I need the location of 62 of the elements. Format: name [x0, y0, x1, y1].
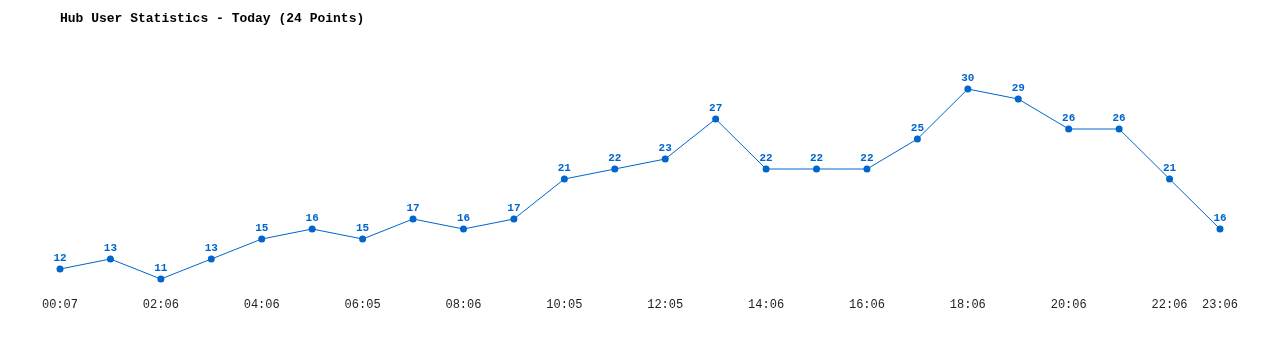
- point: [712, 115, 720, 123]
- point: [611, 165, 619, 173]
- point: [409, 215, 417, 223]
- point: [913, 135, 921, 143]
- data-label: 26: [1112, 112, 1126, 124]
- x-tick-label: 04:06: [243, 297, 280, 312]
- data-label: 16: [305, 212, 319, 224]
- point: [863, 165, 871, 173]
- point: [1216, 225, 1224, 233]
- point: [813, 165, 821, 173]
- point: [510, 215, 518, 223]
- x-tick-label: 22:06: [1151, 297, 1188, 312]
- data-label: 22: [608, 152, 622, 164]
- data-label: 12: [53, 252, 67, 264]
- x-tick-label: 23:06: [1201, 297, 1239, 312]
- data-label: 17: [406, 202, 420, 214]
- point: [762, 165, 770, 173]
- point: [258, 235, 266, 243]
- point: [1065, 125, 1073, 133]
- x-tick-label: 06:05: [344, 297, 381, 312]
- x-tick-label: 14:06: [748, 297, 785, 312]
- point: [359, 235, 367, 243]
- x-tick-label: 00:07: [41, 297, 79, 312]
- data-label: 16: [1213, 212, 1227, 224]
- x-tick-label: 02:06: [142, 297, 179, 312]
- data-label: 16: [456, 212, 471, 224]
- data-label: 25: [910, 122, 925, 134]
- point: [459, 225, 467, 233]
- data-label: 13: [103, 242, 118, 254]
- data-label: 23: [658, 142, 673, 154]
- data-label: 22: [809, 152, 824, 164]
- data-label: 29: [1011, 82, 1025, 94]
- x-tick-label: 10:05: [546, 297, 583, 312]
- point: [106, 255, 114, 263]
- data-label: 21: [557, 162, 572, 174]
- point: [157, 275, 165, 283]
- x-tick-label: 16:06: [848, 297, 885, 312]
- data-label: 21: [1162, 162, 1177, 174]
- point: [1014, 95, 1022, 103]
- data-label: 11: [154, 262, 168, 274]
- point: [1166, 175, 1174, 183]
- x-tick-label: 08:06: [445, 297, 482, 312]
- data-label: 26: [1062, 112, 1076, 124]
- point: [1115, 125, 1123, 133]
- point: [560, 175, 568, 183]
- chart-title: Hub User Statistics - Today (24 Points): [60, 11, 365, 26]
- x-tick-label: 18:06: [949, 297, 986, 312]
- data-label: 17: [507, 202, 521, 214]
- data-label: 22: [860, 152, 874, 164]
- data-label: 15: [356, 222, 370, 234]
- point: [964, 85, 972, 93]
- x-tick-label: 12:05: [647, 297, 684, 312]
- data-label: 22: [759, 152, 773, 164]
- data-label: 13: [204, 242, 219, 254]
- point: [56, 265, 64, 273]
- point: [308, 225, 316, 233]
- data-label: 30: [961, 72, 975, 84]
- point: [207, 255, 215, 263]
- data-label: 15: [255, 222, 269, 234]
- point: [661, 155, 669, 163]
- data-label: 27: [709, 102, 723, 114]
- x-tick-label: 20:06: [1050, 297, 1087, 312]
